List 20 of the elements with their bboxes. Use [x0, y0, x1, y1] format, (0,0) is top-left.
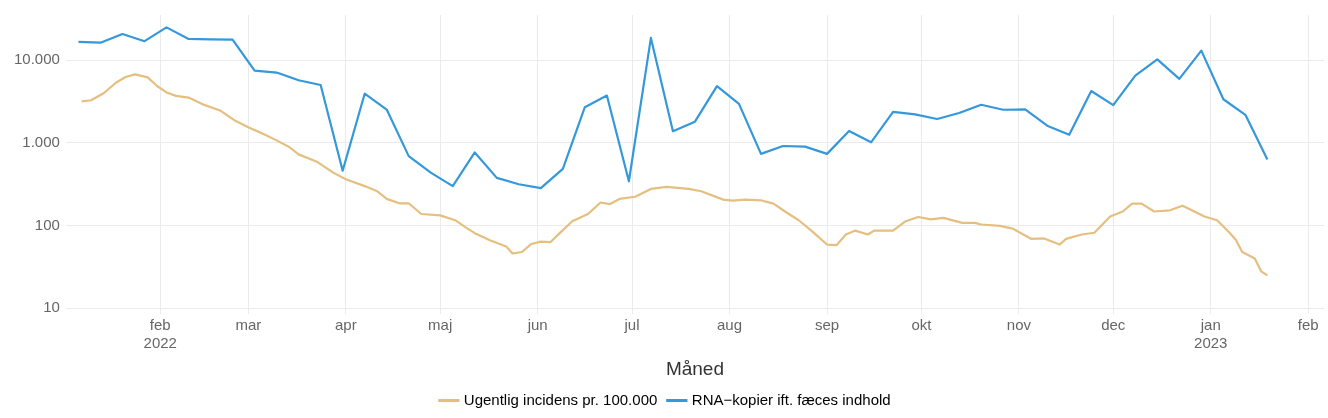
x-tick-label: feb: [1297, 316, 1319, 334]
x-tick-label: jun: [526, 316, 548, 334]
y-tick-label: 100: [34, 215, 60, 233]
x-axis-title: Måned: [665, 357, 724, 379]
x-tick-label: sep: [814, 316, 840, 334]
x-tick-label: jan 2023: [1194, 316, 1228, 352]
legend-label: Ugentlig incidens pr. 100.000: [463, 390, 658, 408]
x-tick-label: okt: [911, 316, 933, 334]
y-tick-label: 1.000: [22, 132, 60, 150]
y-tick-label: 10: [43, 298, 60, 316]
legend-label: RNA−kopier ift. fæces indhold: [691, 390, 891, 408]
x-tick-label: nov: [1006, 316, 1032, 334]
y-tick-label: 10.000: [13, 50, 60, 68]
x-tick-label: mar: [235, 316, 262, 334]
x-tick-label: maj: [428, 316, 453, 334]
x-tick-label: apr: [334, 316, 357, 334]
x-tick-label: dec: [1101, 316, 1126, 334]
x-tick-label: jul: [623, 316, 640, 334]
x-tick-label: aug: [717, 316, 743, 334]
x-tick-label: feb 2022: [143, 316, 177, 352]
